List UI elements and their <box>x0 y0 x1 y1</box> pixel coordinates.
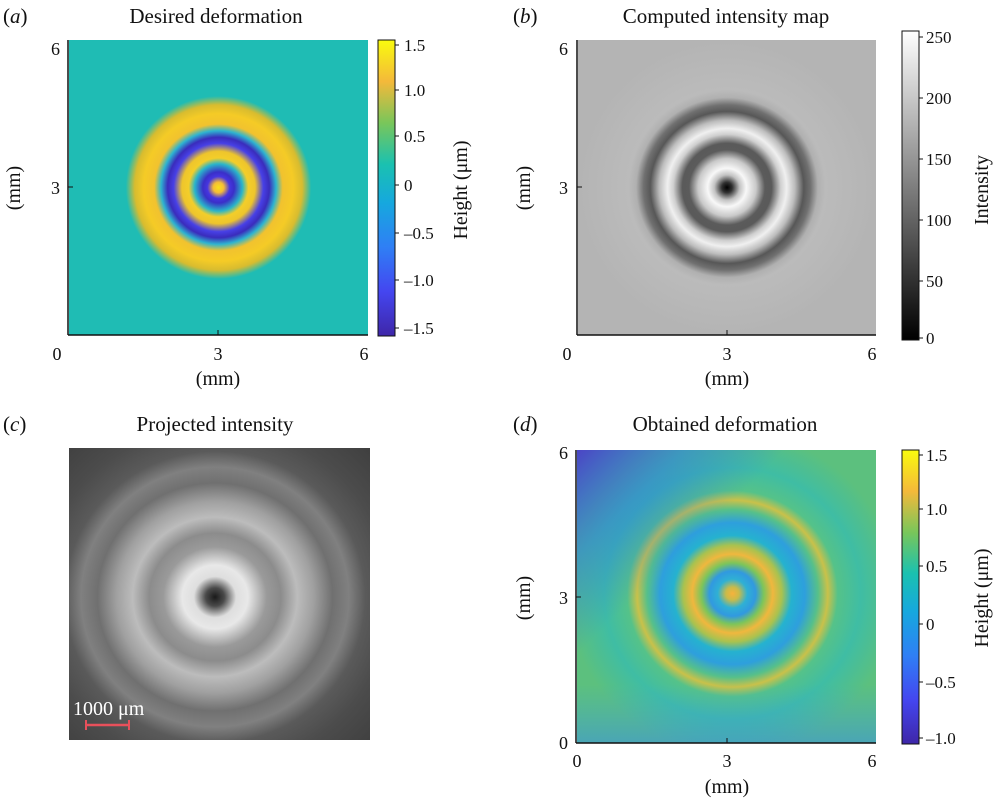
panel-b-xlabel: (mm) <box>705 368 749 390</box>
colorbar-tick-label: 200 <box>926 89 952 108</box>
panel-b-ylabel: (mm) <box>513 166 535 210</box>
colorbar-tick-label: 0.5 <box>404 127 425 146</box>
panel-b-xtick-label: 3 <box>723 344 732 364</box>
panel-b-title: Computed intensity map <box>623 4 829 28</box>
panel-d-ylabel: (mm) <box>513 576 535 620</box>
panel-a-title: Desired deformation <box>129 4 303 28</box>
colorbar-tick-label: –1.5 <box>403 319 434 338</box>
colorbar-tick-label: –0.5 <box>403 224 434 243</box>
panel-c-rings <box>69 448 370 740</box>
colorbar-gradient <box>901 30 920 341</box>
panel-d-letter: (d) <box>513 412 538 436</box>
colorbar-tick-label: 100 <box>926 211 952 230</box>
panel-b-ytick-label: 3 <box>559 178 568 198</box>
panel-a-ytick-label: 6 <box>51 39 60 59</box>
colorbar-tick-label: –1.0 <box>925 729 956 748</box>
colorbar-tick-label: 1.0 <box>926 500 947 519</box>
panel-b-xtick-label: 6 <box>868 344 877 364</box>
colorbar-tick-label: 1.5 <box>404 36 425 55</box>
panel-d-ytick-label: 3 <box>559 588 568 608</box>
colorbar-label: Intensity <box>971 155 993 225</box>
panel-c-scalebar: 1000 μm <box>73 698 145 730</box>
panel-b-heatmap <box>578 40 876 335</box>
panel-b: (b) Computed intensity map 6 3 0 3 6 (mm… <box>513 4 993 390</box>
panel-b-letter: (b) <box>513 4 538 28</box>
colorbar-tick-label: 0.5 <box>926 557 947 576</box>
panel-a-letter: (a) <box>3 4 28 28</box>
colorbar-gradient <box>377 39 396 337</box>
panel-c-letter: (c) <box>3 412 26 436</box>
panel-a-colorbar: 1.5 1.0 0.5 0 –0.5 –1.0 –1.5 Height (μm) <box>377 36 472 338</box>
panel-b-xtick-label: 0 <box>563 344 572 364</box>
panel-c-title: Projected intensity <box>137 412 294 436</box>
colorbar-label: Height (μm) <box>971 548 993 647</box>
panel-d: (d) Obtained deformation 6 3 0 0 3 6 (mm… <box>513 412 993 798</box>
panel-d-ytick-label: 0 <box>559 733 568 753</box>
panel-a-xtick-label: 3 <box>214 344 223 364</box>
panel-a-xlabel: (mm) <box>196 368 240 390</box>
panel-a-ylabel: (mm) <box>3 166 25 210</box>
panel-d-xtick-label: 0 <box>573 751 582 771</box>
colorbar-gradient <box>901 449 920 745</box>
colorbar-tick-label: 150 <box>926 150 952 169</box>
colorbar-tick-label: –1.0 <box>403 271 434 290</box>
panel-d-colorbar: 1.5 1.0 0.5 0 –0.5 –1.0 Height (μm) <box>901 446 993 748</box>
colorbar-tick-label: 1.0 <box>404 81 425 100</box>
panel-b-ytick-label: 6 <box>559 39 568 59</box>
colorbar-tick-label: –0.5 <box>925 673 956 692</box>
panel-a-heatmap <box>69 40 368 335</box>
panel-d-xtick-label: 3 <box>723 751 732 771</box>
panel-d-xtick-label: 6 <box>868 751 877 771</box>
panel-a-ytick-label: 3 <box>51 178 60 198</box>
panel-a-xtick-label: 0 <box>53 344 62 364</box>
colorbar-tick-label: 0 <box>926 615 935 634</box>
scalebar-label: 1000 μm <box>73 698 145 720</box>
panel-b-colorbar: 250 200 150 100 50 0 Intensity <box>901 28 993 348</box>
colorbar-tick-label: 50 <box>926 272 943 291</box>
colorbar-label: Height (μm) <box>450 140 472 239</box>
colorbar-tick-label: 1.5 <box>926 446 947 465</box>
panel-a: (a) Desired deformation 6 3 0 3 6 (mm) (… <box>3 4 472 390</box>
panel-d-xlabel: (mm) <box>705 776 749 798</box>
panel-d-ytick-label: 6 <box>559 443 568 463</box>
colorbar-tick-label: 0 <box>404 176 413 195</box>
colorbar-tick-label: 0 <box>926 329 935 348</box>
panel-c: (c) Projected intensity 1000 μm <box>3 412 370 740</box>
panel-d-title: Obtained deformation <box>633 412 818 436</box>
panel-a-xtick-label: 6 <box>360 344 369 364</box>
colorbar-tick-label: 250 <box>926 28 952 47</box>
